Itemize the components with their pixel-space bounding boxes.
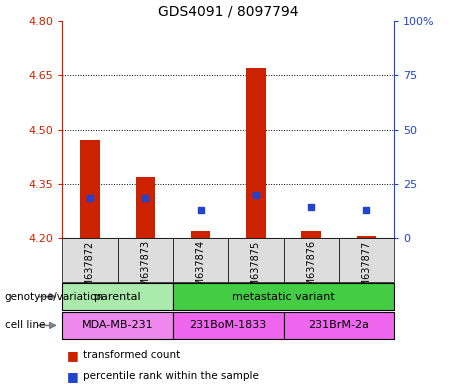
Text: 231BrM-2a: 231BrM-2a <box>308 320 369 331</box>
Bar <box>136 177 155 238</box>
Text: GSM637875: GSM637875 <box>251 240 261 300</box>
Text: cell line: cell line <box>5 320 45 331</box>
Text: MDA-MB-231: MDA-MB-231 <box>82 320 154 331</box>
FancyBboxPatch shape <box>173 312 284 339</box>
Text: GSM637872: GSM637872 <box>85 240 95 300</box>
Text: metastatic variant: metastatic variant <box>232 291 335 302</box>
Bar <box>191 231 210 238</box>
FancyBboxPatch shape <box>284 238 339 282</box>
Text: GSM637877: GSM637877 <box>361 240 372 300</box>
Text: GSM637873: GSM637873 <box>140 240 150 300</box>
FancyBboxPatch shape <box>173 238 228 282</box>
Text: 231BoM-1833: 231BoM-1833 <box>189 320 267 331</box>
FancyBboxPatch shape <box>228 238 284 282</box>
Text: GSM637876: GSM637876 <box>306 240 316 300</box>
Text: ■: ■ <box>67 349 78 362</box>
Bar <box>357 236 376 238</box>
FancyBboxPatch shape <box>284 312 394 339</box>
FancyBboxPatch shape <box>339 238 394 282</box>
FancyBboxPatch shape <box>62 312 173 339</box>
Text: GSM637874: GSM637874 <box>195 240 206 300</box>
Text: parental: parental <box>94 291 141 302</box>
Text: ■: ■ <box>67 370 78 383</box>
Text: transformed count: transformed count <box>83 350 180 360</box>
Text: genotype/variation: genotype/variation <box>5 291 104 302</box>
Bar <box>80 141 100 238</box>
Text: percentile rank within the sample: percentile rank within the sample <box>83 371 259 381</box>
Title: GDS4091 / 8097794: GDS4091 / 8097794 <box>158 5 298 18</box>
Bar <box>301 231 321 238</box>
FancyBboxPatch shape <box>62 238 118 282</box>
FancyBboxPatch shape <box>118 238 173 282</box>
FancyBboxPatch shape <box>62 283 173 310</box>
Bar <box>246 68 266 238</box>
FancyBboxPatch shape <box>173 283 394 310</box>
